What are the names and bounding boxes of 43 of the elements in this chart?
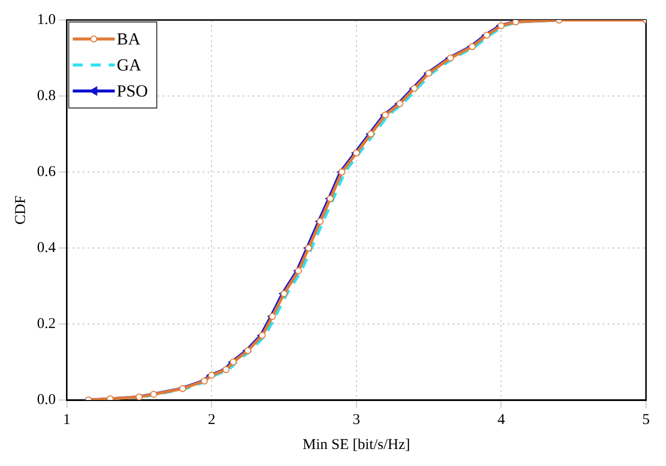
point: [447, 54, 454, 62]
point: [280, 290, 288, 298]
point: [179, 385, 186, 392]
point: [230, 358, 237, 366]
x-tick-label: 1: [63, 412, 70, 428]
y-tick-label: 0.2: [37, 316, 56, 332]
point: [222, 366, 230, 374]
y-tick-label: 0.6: [37, 164, 56, 180]
y-tick-label: 0.8: [37, 88, 56, 104]
y-tick-label: 0.4: [37, 240, 56, 256]
point: [200, 378, 208, 384]
point: [244, 347, 252, 354]
y-tick-label: 0.0: [37, 392, 56, 408]
x-tick-label: 2: [208, 412, 216, 428]
legend-label: PSO: [116, 81, 148, 100]
x-tick-label: 5: [642, 412, 650, 428]
point: [294, 267, 302, 274]
point: [396, 100, 404, 108]
point: [326, 195, 334, 202]
point: [258, 332, 266, 339]
x-tick-label: 3: [352, 412, 360, 428]
point: [136, 393, 143, 400]
point: [425, 70, 432, 77]
point: [410, 84, 418, 92]
point: [150, 390, 158, 398]
point: [305, 244, 312, 252]
point: [483, 32, 490, 39]
y-tick-label: 1.0: [37, 12, 56, 28]
point: [208, 372, 216, 379]
x-tick-label: 4: [497, 412, 506, 428]
point: [316, 218, 324, 225]
point: [352, 150, 360, 156]
point: [512, 20, 520, 26]
point: [367, 130, 374, 138]
legend-label: BA: [116, 29, 142, 48]
point: [468, 43, 476, 50]
point: [268, 312, 276, 320]
point: [338, 168, 346, 176]
point: [498, 22, 505, 30]
point: [382, 112, 389, 118]
x-axis-title: Min SE [bit/s/Hz]: [302, 436, 410, 453]
legend-label: GA: [116, 55, 142, 74]
y-axis-title: CDF: [12, 195, 29, 225]
